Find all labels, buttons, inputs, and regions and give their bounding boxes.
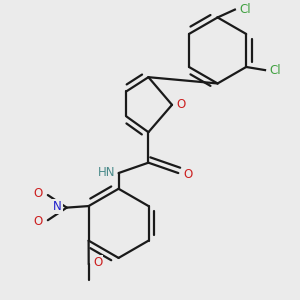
Text: Cl: Cl <box>239 3 251 16</box>
Text: Cl: Cl <box>269 64 281 76</box>
Text: N: N <box>53 200 62 213</box>
Text: O: O <box>176 98 185 111</box>
Text: O: O <box>33 187 42 200</box>
Text: HN: HN <box>98 166 116 178</box>
Text: O: O <box>93 256 102 269</box>
Text: O: O <box>33 215 42 228</box>
Text: O: O <box>183 168 192 181</box>
